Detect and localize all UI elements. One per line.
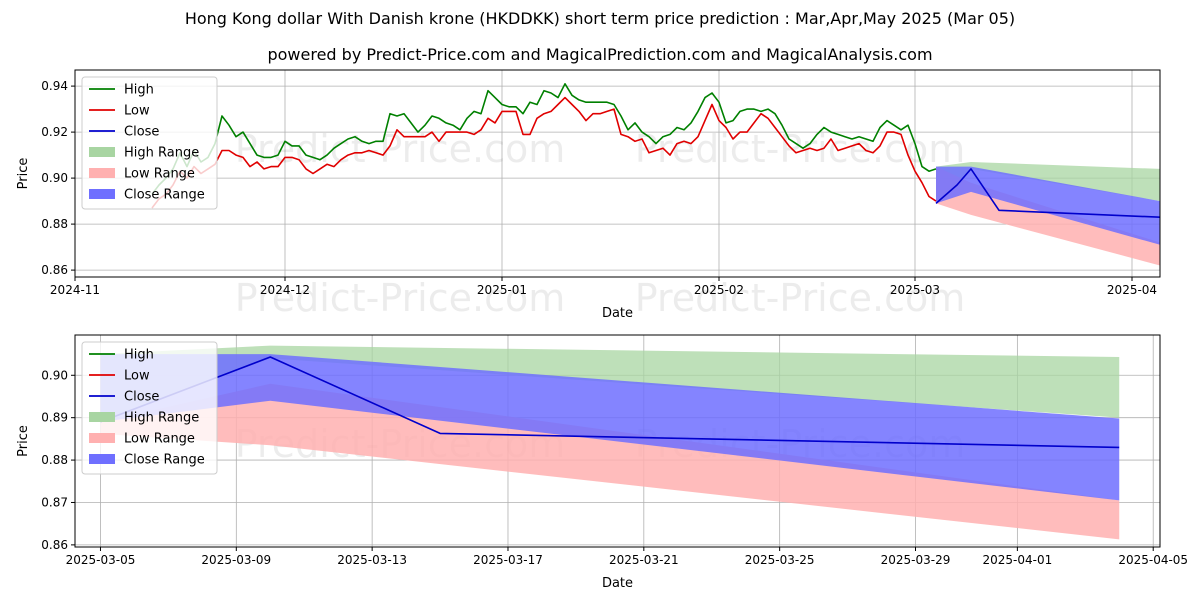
legend-swatch-high-range <box>89 412 115 422</box>
watermark-text: Predict-Price.com <box>235 127 566 171</box>
legend-label-close: Close <box>124 390 159 405</box>
y-tick-label: 0.89 <box>41 411 68 425</box>
x-tick-label: 2025-04-05 <box>1118 553 1188 567</box>
watermark-text: Predict-Price.com <box>635 127 966 171</box>
band-close-range <box>100 354 1120 501</box>
x-tick-label: 2025-03-21 <box>609 553 679 567</box>
watermark-text: Predict-Price.com <box>235 276 566 320</box>
x-tick-label: 2025-03-29 <box>881 553 951 567</box>
y-tick-label: 0.86 <box>41 538 68 552</box>
y-tick-label: 0.90 <box>41 171 68 185</box>
y-tick-label: 0.86 <box>41 263 68 277</box>
legend-box <box>81 341 218 475</box>
legend-label-high: High <box>124 348 154 363</box>
x-tick-label: 2025-01 <box>477 283 527 297</box>
x-tick-label: 2025-03-25 <box>745 553 815 567</box>
plot-bottom: Predict-Price.comPredict-Price.com2025-0… <box>16 334 1188 591</box>
legend-label-low: Low <box>124 369 150 384</box>
plot-area <box>151 83 1160 266</box>
y-tick-label: 0.90 <box>41 368 68 382</box>
y-tick-label: 0.87 <box>41 495 68 509</box>
plot-area <box>100 345 1120 540</box>
y-tick-label: 0.94 <box>41 79 68 93</box>
y-tick-label: 0.92 <box>41 125 68 139</box>
legend-swatch-high-range <box>89 147 115 157</box>
legend-swatch-low-range <box>89 168 115 178</box>
x-tick-label: 2025-02 <box>694 283 744 297</box>
axes-frame <box>74 69 1161 278</box>
chart-title: Hong Kong dollar With Danish krone (HKDD… <box>184 9 1016 28</box>
x-tick-label: 2025-03-13 <box>337 553 407 567</box>
x-tick-label: 2025-03 <box>890 283 940 297</box>
legend-swatch-close-range <box>89 454 115 464</box>
x-tick-label: 2024-11 <box>50 283 100 297</box>
y-tick-label: 0.88 <box>41 217 68 231</box>
plot-top: Predict-Price.com Predict-Price.com Predic… <box>16 69 1161 321</box>
legend-box <box>81 76 218 210</box>
x-tick-label: 2025-03-05 <box>66 553 136 567</box>
legend-label-low: Low <box>124 104 150 119</box>
legend-label-high: High <box>124 83 154 98</box>
legend-label-high-range: High Range <box>124 411 199 426</box>
x-tick-label: 2025-04-01 <box>982 553 1052 567</box>
x-tick-label: 2025-03-17 <box>473 553 543 567</box>
legend-label-high-range: High Range <box>124 146 199 161</box>
x-axis-label: Date <box>602 306 633 321</box>
chart-subtitle: powered by Predict-Price.com and Magical… <box>267 45 933 64</box>
legend-label-close: Close <box>124 125 159 140</box>
legend-swatch-close-range <box>89 189 115 199</box>
y-axis-label: Price <box>16 158 31 190</box>
band-close-range <box>936 166 1160 245</box>
series-line-high <box>151 83 937 195</box>
x-tick-label: 2024-12 <box>260 283 310 297</box>
legend-label-close-range: Close Range <box>124 188 205 203</box>
series-line-close <box>935 168 1160 218</box>
y-axis-label: Price <box>16 425 31 457</box>
y-tick-label: 0.88 <box>41 453 68 467</box>
axes-frame <box>74 334 1161 548</box>
band-high-range <box>100 345 1120 422</box>
legend-label-low-range: Low Range <box>124 432 195 447</box>
watermark-text: Predict-Price.com <box>635 276 966 320</box>
legend-label-low-range: Low Range <box>124 167 195 182</box>
legend-label-close-range: Close Range <box>124 453 205 468</box>
x-tick-label: 2025-03-09 <box>201 553 271 567</box>
x-tick-label: 2025-04 <box>1107 283 1157 297</box>
series-line-low <box>151 96 937 209</box>
legend-swatch-low-range <box>89 433 115 443</box>
band-low-range <box>100 383 1120 540</box>
x-axis-label: Date <box>602 576 633 591</box>
